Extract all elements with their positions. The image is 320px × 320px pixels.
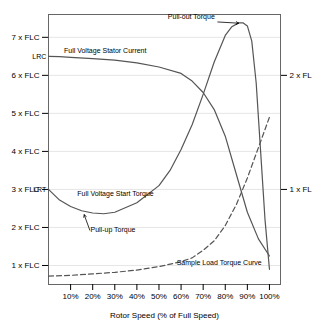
- svg-text:2 x FL: 2 x FL: [290, 71, 313, 80]
- svg-text:90%: 90%: [239, 292, 255, 301]
- svg-text:4 x FLC: 4 x FLC: [11, 147, 39, 156]
- svg-text:3 x FLC: 3 x FLC: [11, 185, 40, 194]
- svg-text:1 x FL: 1 x FL: [290, 185, 313, 194]
- svg-text:1 x FLC: 1 x FLC: [11, 261, 39, 270]
- svg-text:5 x FLC: 5 x FLC: [11, 109, 39, 118]
- svg-text:LRT: LRT: [33, 186, 47, 193]
- svg-text:Pull-up Torque: Pull-up Torque: [90, 226, 135, 234]
- svg-text:Pull-out Torque: Pull-out Torque: [168, 13, 215, 21]
- svg-text:60%: 60%: [173, 292, 189, 301]
- svg-text:100%: 100%: [259, 292, 279, 301]
- svg-text:50%: 50%: [151, 292, 167, 301]
- svg-text:30%: 30%: [107, 292, 123, 301]
- svg-text:Full Voltage Stator Current: Full Voltage Stator Current: [64, 47, 147, 55]
- svg-text:6 x FLC: 6 x FLC: [11, 71, 39, 80]
- svg-text:Full Voltage Start Torque: Full Voltage Start Torque: [77, 190, 154, 198]
- svg-text:80%: 80%: [217, 292, 233, 301]
- svg-text:LRC: LRC: [32, 53, 46, 60]
- svg-text:Sample Load Torque Curve: Sample Load Torque Curve: [177, 259, 262, 267]
- svg-text:20%: 20%: [85, 292, 101, 301]
- svg-text:40%: 40%: [129, 292, 145, 301]
- svg-text:10%: 10%: [63, 292, 79, 301]
- svg-text:2 x FLC: 2 x FLC: [11, 223, 39, 232]
- svg-text:Rotor Speed (% of Full Speed): Rotor Speed (% of Full Speed): [110, 311, 219, 320]
- svg-text:70%: 70%: [195, 292, 211, 301]
- svg-text:7 x FLC: 7 x FLC: [11, 33, 39, 42]
